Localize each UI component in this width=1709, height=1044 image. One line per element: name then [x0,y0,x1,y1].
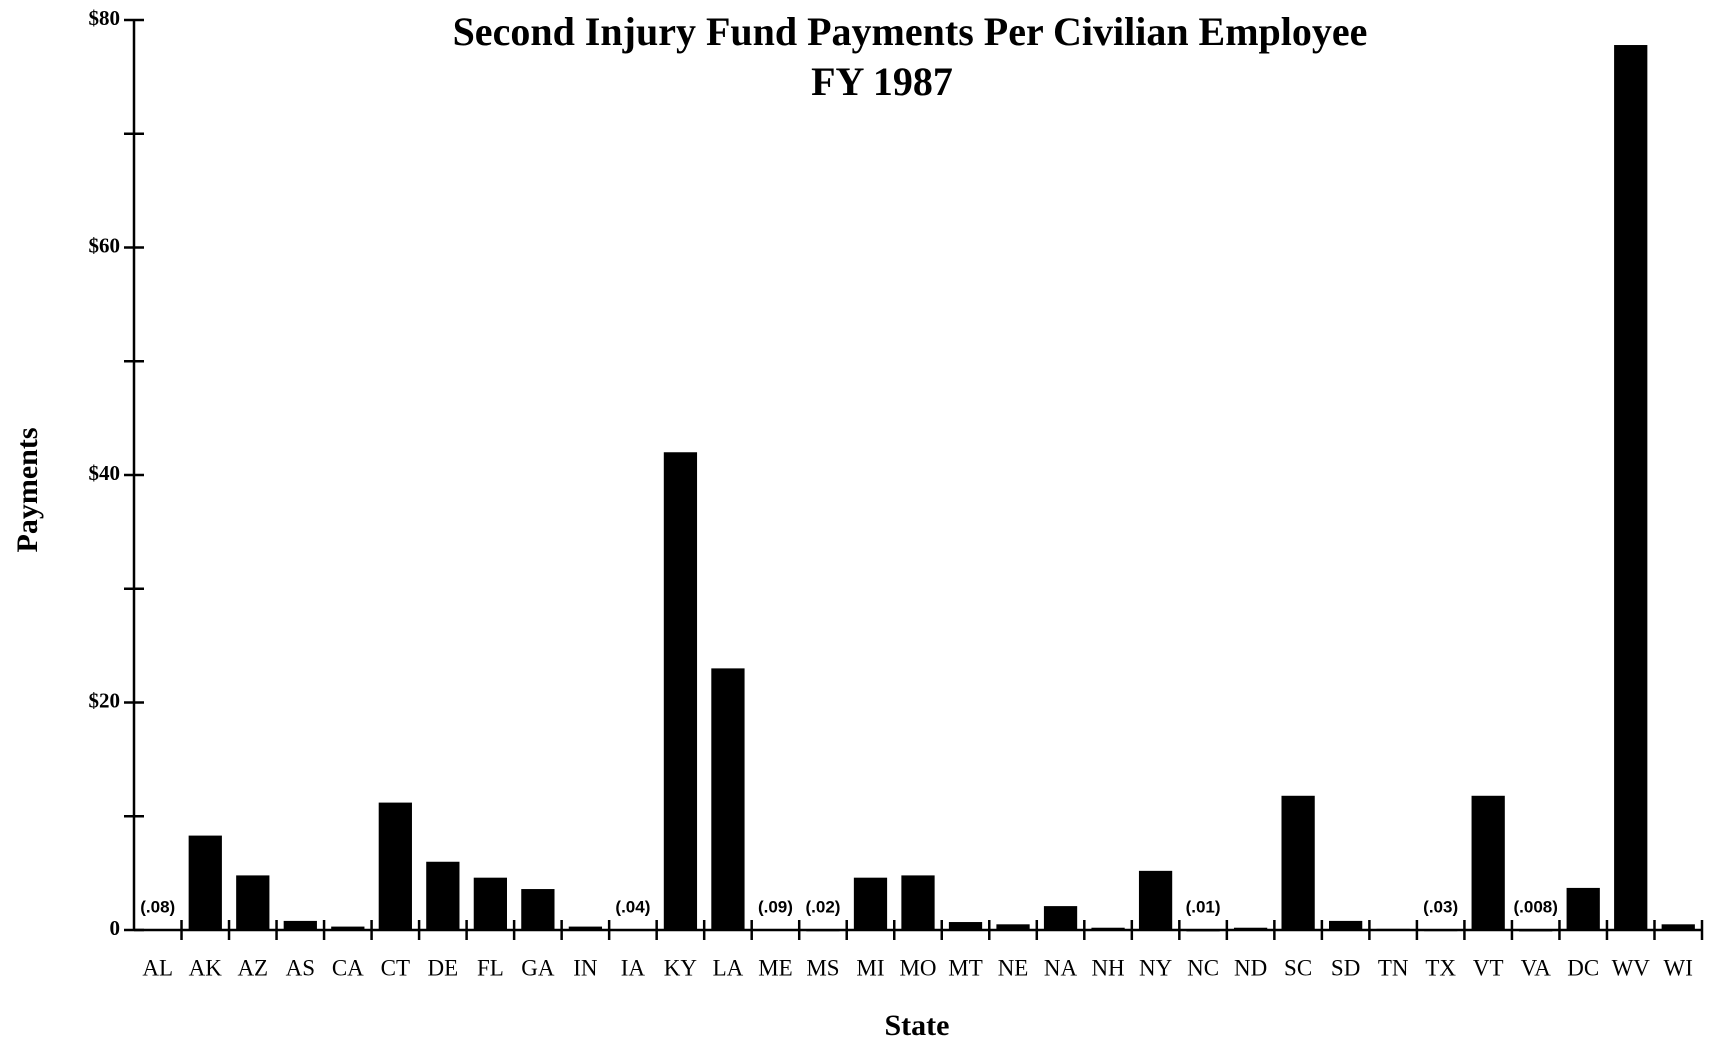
bar [1566,887,1600,930]
x-tick-label: CA [332,955,364,980]
bar [948,922,983,930]
value-label: (.02) [805,897,840,916]
y-tick-label: $60 [89,233,121,257]
bar [1471,795,1505,930]
chart-title: Second Injury Fund Payments Per Civilian… [453,9,1368,54]
bar [473,877,507,930]
value-label: (.01) [1186,897,1221,916]
bar [1043,906,1078,930]
x-tick-label: IA [621,955,646,980]
x-tick-label: NY [1139,955,1173,980]
x-tick-label: WI [1664,955,1693,980]
y-tick-label: $40 [89,461,121,485]
bar [283,920,317,930]
value-label: (.03) [1423,897,1458,916]
bar [616,929,650,932]
bar [426,861,460,930]
x-tick-label: MS [806,955,839,980]
chart-subtitle: FY 1987 [811,59,953,104]
x-tick-label: ND [1234,955,1267,980]
bar [663,452,698,930]
x-axis-label: State [885,1009,950,1042]
x-tick-label: NE [998,955,1029,980]
x-tick-label: SC [1284,955,1312,980]
bar [568,926,603,930]
x-tick-label: NA [1044,955,1078,980]
x-tick-label: AL [142,955,173,980]
bar [378,802,412,930]
bar [1233,927,1268,930]
bar [1091,927,1125,930]
y-tick-label: 0 [110,916,121,940]
x-tick-label: KY [664,955,698,980]
bar [1661,924,1695,930]
x-tick-label: MI [856,955,884,980]
x-tick-label: NC [1187,955,1219,980]
x-tick-label: LA [713,955,744,980]
x-tick-label: MT [948,955,983,980]
bar [188,835,222,930]
x-tick-label: WV [1612,955,1651,980]
bar [236,875,270,930]
x-tick-label: SD [1331,955,1360,980]
x-tick-label: GA [521,955,555,980]
x-tick-label: VA [1521,955,1552,980]
bar [1186,929,1220,932]
x-tick-label: VT [1473,955,1504,980]
x-tick-label: MO [899,955,936,980]
x-tick-label: ME [758,955,793,980]
x-tick-label: IN [573,955,598,980]
x-tick-label: DC [1567,955,1599,980]
bar [1376,928,1410,931]
y-axis-label: Payments [11,428,44,553]
bar [331,926,365,930]
x-tick-label: AS [286,955,315,980]
bar [521,889,555,930]
bar [1138,870,1173,930]
x-tick-label: TN [1378,955,1409,980]
value-label: (.008) [1513,897,1557,916]
bar [1329,920,1363,930]
y-tick-label: $20 [89,688,121,712]
value-label: (.04) [615,897,650,916]
bar [996,924,1030,930]
bar [1281,795,1315,930]
bar [901,875,935,930]
x-tick-label: FL [477,955,504,980]
x-tick-label: DE [428,955,459,980]
bar [806,929,840,932]
x-tick-label: NH [1091,955,1124,980]
bar [711,668,745,930]
bar [853,877,888,930]
x-tick-label: AK [189,955,223,980]
bar [1614,45,1648,930]
bar [1519,929,1553,932]
x-tick-label: AZ [237,955,268,980]
value-label: (.08) [140,897,175,916]
x-tick-label: CT [381,955,410,980]
bar [1424,929,1458,932]
x-tick-label: TX [1425,955,1456,980]
bar [758,928,793,931]
bar [141,929,175,931]
value-label: (.09) [758,897,793,916]
y-tick-label: $80 [89,6,121,30]
